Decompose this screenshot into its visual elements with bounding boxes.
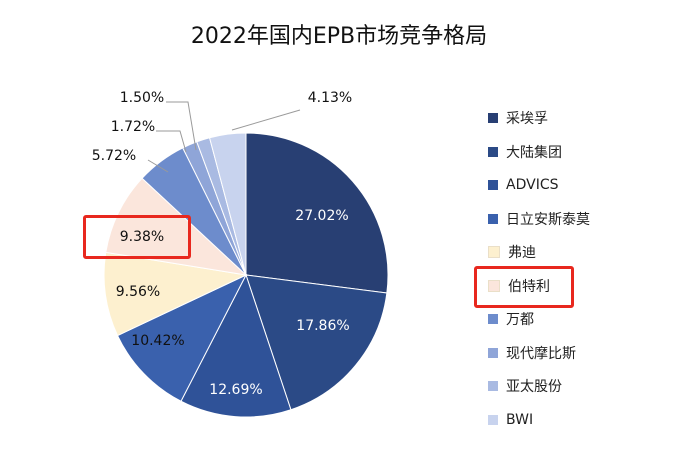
- legend-item-e5a4a7e99986e99b86e59ba2: 大陆集团: [488, 142, 562, 162]
- legend-label: ADVICS: [506, 177, 559, 193]
- leader-line: [156, 130, 187, 153]
- legend-label: 大陆集团: [506, 144, 562, 161]
- chart-title: 2022年国内EPB市场竞争格局: [190, 24, 488, 49]
- legend-swatch: [488, 414, 498, 425]
- data-label-e4b887e983bd: 5.72%: [92, 148, 136, 164]
- pie-slice-bwi: [208, 132, 247, 276]
- legend-label: 日立安斯泰莫: [506, 211, 590, 228]
- data-label-e4bcafe789b9e588a9: 9.38%: [120, 229, 164, 245]
- legend-label: 现代摩比斯: [506, 345, 576, 362]
- legend-item-e98787e59f83e5ad9a: 采埃孚: [488, 108, 548, 128]
- pie-slice-advics: [180, 273, 292, 418]
- legend-label: 万都: [506, 312, 534, 328]
- legend-swatch: [488, 314, 498, 324]
- highlight-box-legend: [474, 265, 574, 308]
- data-label-e98787e59f83e5ad9a: 27.02%: [295, 208, 348, 224]
- legend-label: 弗迪: [508, 245, 536, 261]
- data-label-e5a4a7e99986e99b86e59ba2: 17.86%: [296, 318, 349, 334]
- legend-swatch: [488, 381, 498, 391]
- legend-item-e697a5e7ab8be5ae89e696afe6b3b0e88eab: 日立安斯泰莫: [488, 209, 590, 229]
- data-label-e697a5e7ab8be5ae89e696afe6b3b0e88eab: 10.42%: [131, 333, 184, 349]
- pie-slice-e5a4a7e99986e99b86e59ba2: [245, 274, 388, 411]
- legend-label: BWI: [506, 411, 534, 428]
- leader-line: [231, 109, 301, 131]
- legend-swatch: [488, 279, 500, 292]
- data-label-e4ba9ae5a4aae882a1e4bbbd: 1.50%: [120, 90, 164, 106]
- legend-label: 采埃孚: [506, 111, 548, 127]
- legend-label: 伯特利: [508, 278, 550, 295]
- pie-slice-e697a5e7ab8be5ae89e696afe6b3b0e88eab: [116, 273, 248, 402]
- legend-label: 亚太股份: [506, 379, 562, 395]
- legend-item-advics: ADVICS: [488, 175, 558, 195]
- data-label-bwi: 4.13%: [308, 90, 352, 106]
- legend-swatch: [488, 347, 498, 358]
- legend-item-e4ba9ae5a4aae882a1e4bbbd: 亚太股份: [488, 376, 562, 396]
- pie-slice-e4bcafe789b9e588a9: [105, 177, 248, 276]
- legend-item-e78eb0e4bba3e691a9e6af94e696af: 现代摩比斯: [488, 343, 576, 363]
- legend-swatch: [488, 180, 498, 190]
- legend-swatch: [488, 113, 498, 123]
- pie-slice-e5bc97e8bfaa: [103, 251, 248, 337]
- legend-swatch: [488, 146, 498, 157]
- legend-swatch: [488, 213, 498, 224]
- legend-item-e5bc97e8bfaa: 弗迪: [488, 242, 536, 262]
- highlight-box-slice-label: [83, 215, 191, 259]
- data-label-advics: 12.69%: [209, 382, 262, 398]
- legend-item-bwi: BWI: [488, 410, 533, 430]
- pie-slice-e98787e59f83e5ad9a: [245, 132, 389, 294]
- legend-item-e4bcafe789b9e588a9: 伯特利: [488, 276, 550, 296]
- data-label-e78eb0e4bba3e691a9e6af94e696af: 1.72%: [111, 119, 155, 135]
- data-label-e5bc97e8bfaa: 9.56%: [116, 284, 160, 300]
- legend-swatch: [488, 246, 500, 258]
- legend-item-e4b887e983bd: 万都: [488, 309, 534, 329]
- leader-line: [147, 159, 169, 173]
- leader-line: [166, 101, 197, 151]
